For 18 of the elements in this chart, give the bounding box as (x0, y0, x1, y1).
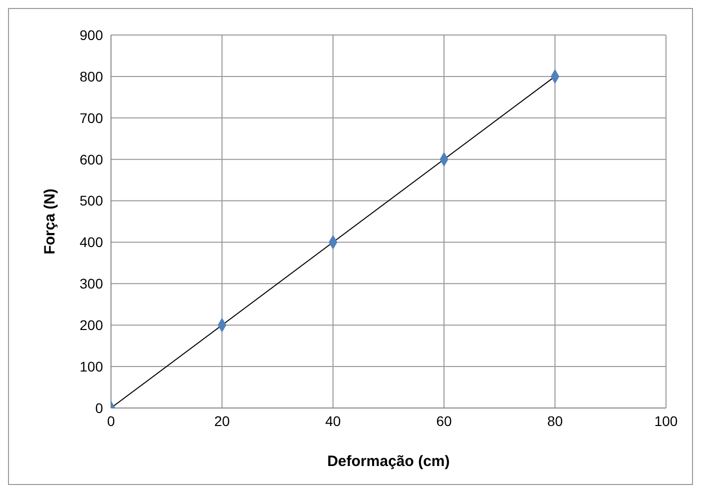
y-tick-label: 700 (80, 110, 104, 126)
y-tick-label: 200 (80, 317, 104, 334)
y-tick-label: 100 (80, 358, 104, 375)
x-tick-label: 20 (214, 412, 230, 429)
y-tick-label: 600 (80, 151, 104, 168)
x-axis-title: Deformação (cm) (327, 453, 450, 470)
x-tick-label: 100 (654, 412, 678, 429)
x-tick-label: 80 (547, 412, 563, 429)
y-tick-label: 500 (80, 192, 104, 209)
x-tick-label: 60 (436, 412, 452, 429)
y-tick-label: 400 (80, 234, 104, 250)
y-tick-label: 0 (95, 400, 104, 416)
x-tick-label: 40 (325, 412, 341, 429)
y-tick-label: 800 (80, 68, 104, 84)
x-tick-label: 0 (107, 412, 116, 429)
y-tick-label: 900 (80, 26, 104, 43)
y-tick-label: 300 (80, 276, 104, 292)
y-axis-title: Força (N) (41, 188, 58, 254)
